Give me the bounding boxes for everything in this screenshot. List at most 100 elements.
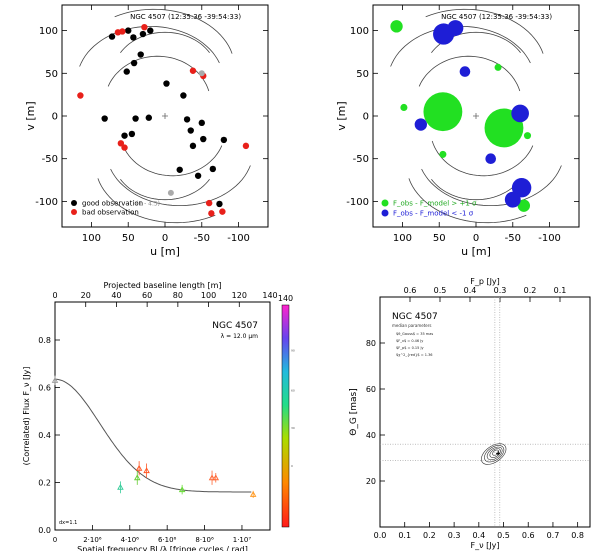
x-tick-label: 0.1: [398, 531, 411, 540]
y-tick-label: 20: [366, 477, 376, 486]
bad-observation-point: [117, 140, 125, 147]
x-tick-label: 0.6: [522, 531, 535, 540]
positive-residual-point: [423, 92, 463, 132]
legend-bad-marker: [71, 209, 77, 215]
bad-observation-point: [208, 210, 215, 217]
positive-residual-point: [517, 199, 531, 212]
posterior-contour: [492, 449, 500, 456]
good-observation-point: [189, 142, 197, 150]
legend-good-marker: [71, 200, 77, 206]
x2-tick-label: 0.3: [494, 286, 507, 295]
good-observation-point: [132, 115, 139, 122]
good-observation-point: [121, 132, 128, 139]
y-tick-label: 0.8: [38, 336, 51, 345]
good-observation-point: [108, 33, 116, 40]
y-tick-label: 50: [356, 69, 369, 80]
x-tick-label: -50: [194, 233, 210, 244]
x2-axis-label: Projected baseline length [m]: [103, 281, 221, 290]
x2-tick-label: 0.4: [464, 286, 477, 295]
uv-track: [97, 178, 216, 224]
parameter-line: $F_ν$ = 0.46 Jy: [396, 339, 423, 343]
y-axis-label: (Correlated) Flux F_ν [Jy]: [22, 367, 31, 466]
y-axis-label: v [m]: [335, 101, 348, 130]
x-axis-label: F_ν [Jy]: [471, 541, 500, 550]
negative-residual-point: [414, 118, 428, 131]
negative-residual-point: [504, 191, 521, 208]
bad-observation-point: [77, 92, 84, 99]
chart-subtitle: median parameters: [392, 323, 431, 328]
data-point: [133, 474, 141, 481]
x-tick-label: 0: [473, 233, 479, 244]
good-observation-point: [139, 30, 147, 38]
x-tick-label: 0.5: [497, 531, 510, 540]
parameter-line: $θ_Gauss$ = 35 mas: [396, 332, 433, 336]
negative-residual-point: [459, 66, 471, 77]
colorbar-tick-label: 0: [291, 464, 293, 468]
legend-good-range: (1 - 4.5): [136, 201, 160, 208]
negative-residual-point: [511, 178, 532, 198]
median-marker: [496, 451, 501, 456]
data-point: [178, 486, 186, 493]
good-observation-point: [209, 165, 217, 173]
positive-residual-point: [494, 63, 502, 71]
origin-marker: [162, 113, 168, 119]
y-tick-label: -100: [35, 197, 58, 208]
positive-residual-point: [439, 150, 447, 158]
posterior-contour: [486, 446, 503, 461]
legend-pos-label: F_obs - F_model > +1 σ: [393, 200, 477, 208]
uv-track: [110, 165, 251, 206]
bad-observation-point: [219, 208, 226, 215]
x2-tick-label: 80: [173, 291, 183, 300]
chart-title: NGC 4507 (12:35:36 -39:54:33): [441, 13, 552, 21]
good-observation-point: [123, 68, 130, 75]
x-tick-label: 50: [433, 233, 446, 244]
good-observation-point: [125, 27, 132, 34]
legend-pos-marker: [381, 199, 389, 207]
legend-good-label: good observation: [82, 200, 143, 208]
x-tick-label: 100: [82, 233, 101, 244]
y-tick-label: 40: [366, 431, 376, 440]
good-observation-point: [130, 59, 138, 67]
corner-annotation: dx=1.1: [59, 520, 77, 526]
parameter-line: $χ^2_{red}$ = 1.36: [396, 353, 433, 357]
good-observation-point: [194, 172, 202, 179]
uv-track: [425, 8, 544, 54]
bad-observation-point: [242, 142, 250, 150]
x-axis-label: u [m]: [150, 245, 180, 258]
colorbar-tick-label: 60: [291, 388, 295, 392]
y-tick-label: 0.2: [38, 479, 51, 488]
y-tick-label: 60: [366, 385, 376, 394]
chart-title: NGC 4507: [392, 312, 438, 322]
x-axis-label: Spatial frequency BL/λ [fringe cycles / …: [77, 545, 248, 551]
positive-residual-point: [400, 103, 408, 111]
negative-residual-point: [485, 153, 497, 164]
x-tick-label: 0.0: [374, 531, 387, 540]
bad-observation-point: [121, 144, 128, 151]
x2-tick-label: 120: [232, 291, 247, 300]
data-point: [135, 464, 143, 471]
x-tick-label: 4·10⁶: [121, 536, 140, 544]
good-observation-point: [220, 136, 228, 144]
bad-observation-point: [189, 67, 197, 74]
x-tick-label: 0.8: [571, 531, 584, 540]
legend-neg-marker: [381, 209, 389, 217]
good-observation-point: [130, 34, 137, 41]
x2-tick-label: 20: [81, 291, 91, 300]
good-observation-point: [183, 116, 191, 123]
good-observation-point: [128, 130, 136, 138]
x-tick-label: 0.3: [448, 531, 461, 540]
data-point: [212, 474, 220, 481]
x-tick-label: 2·10⁶: [83, 536, 102, 544]
y-axis-label: Θ_G [mas]: [349, 388, 359, 435]
x-tick-label: 50: [122, 233, 135, 244]
colorbar-tick-label: 30: [291, 426, 295, 430]
x2-tick-label: 0.1: [554, 286, 567, 295]
x-tick-label: 100: [393, 233, 412, 244]
x2-tick-label: 0: [52, 291, 57, 300]
y-tick-label: -50: [42, 154, 58, 165]
data-point: [208, 474, 216, 481]
plot-frame: [379, 296, 591, 528]
uv-track: [431, 178, 521, 201]
x-tick-label: 1·10⁷: [233, 536, 252, 544]
